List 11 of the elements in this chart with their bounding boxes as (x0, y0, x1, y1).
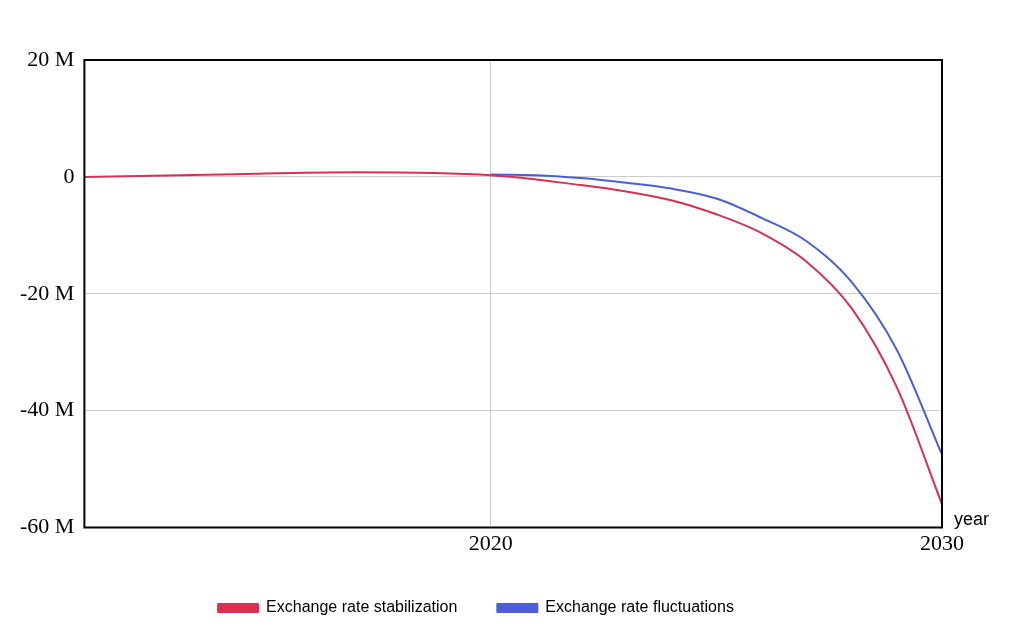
x-tick-label: 2020 (468, 529, 513, 555)
y-tick-label: -60 M (20, 513, 75, 539)
y-tick-label: 0 (63, 162, 75, 188)
legend-label: Exchange rate stabilization (266, 598, 458, 616)
y-tick-label: -20 M (20, 279, 75, 305)
legend-label: Exchange rate fluctuations (545, 598, 734, 616)
line-series (84, 171, 942, 506)
x-tick-label: 2030 (920, 529, 964, 555)
y-tick-label: 20 M (27, 45, 75, 71)
x-axis-title: year (954, 508, 990, 529)
y-tick-label: -40 M (20, 396, 75, 422)
